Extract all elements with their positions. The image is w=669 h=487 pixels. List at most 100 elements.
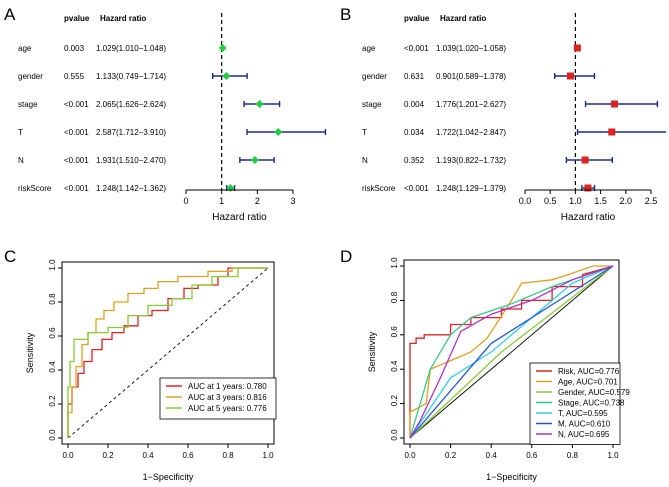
panel-label-a: A [4, 5, 16, 24]
row-label: gender [18, 72, 43, 81]
row-pvalue: <0.001 [64, 156, 89, 165]
row-label: gender [362, 72, 387, 81]
row-hazard-ratio: 1.039(1.020−1.058) [436, 44, 506, 53]
legend-label: M, AUC=0.610 [558, 420, 611, 429]
roc-curve [409, 265, 614, 439]
x-tick-label: 0.8 [222, 451, 234, 460]
y-tick-label: 0.6 [48, 327, 57, 339]
header-pvalue: pvalue [404, 14, 430, 23]
legend-label: N, AUC=0.695 [558, 430, 610, 439]
x-tick-label: 0.6 [526, 451, 538, 460]
x-tick-label: 0.2 [102, 451, 114, 460]
legend-label: AUC at 3 years: 0.816 [188, 393, 267, 402]
y-tick-label: 0.2 [390, 394, 399, 406]
x-tick-label: 0.4 [486, 451, 498, 460]
hr-marker [274, 128, 283, 136]
y-tick-label: 1.0 [48, 259, 57, 271]
y-tick-label: 0.4 [390, 360, 399, 372]
x-axis-label: Hazard ratio [561, 212, 616, 223]
x-tick-label: 2.5 [645, 196, 658, 206]
hr-marker [250, 156, 259, 164]
panel-label-d: D [340, 247, 352, 266]
row-pvalue: 0.555 [64, 72, 85, 81]
panel-label-b: B [340, 5, 351, 24]
row-hazard-ratio: 1.722(1.042−2.847) [436, 128, 506, 137]
legend-label: Gender, AUC=0.579 [558, 388, 630, 397]
y-tick-label: 0.8 [48, 293, 57, 305]
header-hazard-ratio: Hazard ratio [100, 14, 146, 23]
row-pvalue: <0.001 [404, 44, 429, 53]
row-hazard-ratio: 1.248(1.129−1.379) [436, 184, 506, 193]
x-tick-label: 0 [183, 196, 188, 206]
forest-plot-a: pvalue Hazard ratio age 0.003 1.029(1.010−1.… [18, 13, 327, 223]
x-tick-label: 3 [290, 196, 295, 206]
roc-curve [409, 265, 614, 439]
legend-label: Stage, AUC=0.738 [558, 399, 625, 408]
row-label: riskScore [362, 184, 396, 193]
y-axis-label: Sensitivity [367, 331, 377, 372]
roc-plot-c: 0.0 0.0 0.2 0.2 0.4 0.4 0.6 0.6 0.8 0.8 1.0 1.0 1−Sp… [25, 259, 277, 482]
roc-curve [409, 265, 614, 439]
hr-marker [573, 44, 581, 52]
row-hazard-ratio: 1.133(0.749−1.714) [96, 72, 166, 81]
legend-label: Age, AUC=0.701 [558, 378, 618, 387]
legend-label: AUC at 5 years: 0.776 [188, 404, 267, 413]
y-tick-label: 0.0 [48, 429, 57, 441]
row-pvalue: <0.001 [404, 184, 429, 193]
hr-marker [581, 156, 589, 164]
roc-curve [409, 265, 614, 439]
row-pvalue: 0.034 [404, 128, 425, 137]
x-tick-label: 1 [219, 196, 224, 206]
x-axis-label: 1−Specificity [143, 472, 194, 482]
y-tick-label: 0.0 [390, 429, 399, 441]
legend-label: AUC at 1 years: 0.780 [188, 382, 267, 391]
hr-marker [611, 100, 619, 108]
row-hazard-ratio: 1.193(0.822−1.732) [436, 156, 506, 165]
x-tick-label: 1.0 [607, 451, 619, 460]
y-tick-label: 0.4 [48, 361, 57, 373]
row-pvalue: 0.352 [404, 156, 425, 165]
row-hazard-ratio: 2.587(1.712−3.910) [96, 128, 166, 137]
x-tick-label: 0.0 [62, 451, 74, 460]
x-tick-label: 0.4 [142, 451, 154, 460]
roc-curve [67, 267, 268, 438]
x-tick-label: 1.0 [262, 451, 274, 460]
hr-marker [566, 72, 574, 80]
legend-label: Risk, AUC=0.776 [558, 367, 620, 376]
legend-box [159, 377, 277, 420]
row-pvalue: 0.631 [404, 72, 425, 81]
row-label: N [18, 156, 24, 165]
y-tick-label: 0.2 [48, 395, 57, 407]
y-axis-label: Sensitivity [25, 332, 35, 373]
row-hazard-ratio: 1.776(1.201−2.627) [436, 100, 506, 109]
row-pvalue: <0.001 [64, 184, 89, 193]
roc-curve [409, 265, 613, 438]
row-label: N [362, 156, 368, 165]
y-tick-label: 0.6 [390, 326, 399, 338]
row-pvalue: 0.003 [64, 44, 85, 53]
x-tick-label: 0.6 [182, 451, 194, 460]
plot-frame [61, 261, 275, 445]
forest-plot-b: pvalue Hazard ratio age <0.001 1.039(1.020−1… [362, 13, 666, 223]
hr-marker [226, 184, 235, 192]
x-tick-label: 0.0 [519, 196, 532, 206]
hr-marker [222, 72, 231, 80]
x-tick-label: 0.2 [445, 451, 457, 460]
reference-diagonal [67, 267, 269, 439]
hr-marker [218, 44, 227, 52]
header-hazard-ratio: Hazard ratio [440, 14, 486, 23]
panel-label-c: C [4, 247, 16, 266]
hr-marker [584, 184, 592, 192]
reference-diagonal [409, 265, 614, 439]
row-label: age [362, 44, 376, 53]
x-tick-label: 0.0 [404, 451, 416, 460]
plot-frame [403, 259, 620, 445]
row-pvalue: <0.001 [64, 128, 89, 137]
x-tick-label: 0.8 [567, 451, 579, 460]
header-pvalue: pvalue [64, 14, 90, 23]
row-label: stage [362, 100, 382, 109]
row-hazard-ratio: 2.065(1.626−2.624) [96, 100, 166, 109]
x-tick-label: 2.0 [620, 196, 633, 206]
row-label: age [18, 44, 32, 53]
